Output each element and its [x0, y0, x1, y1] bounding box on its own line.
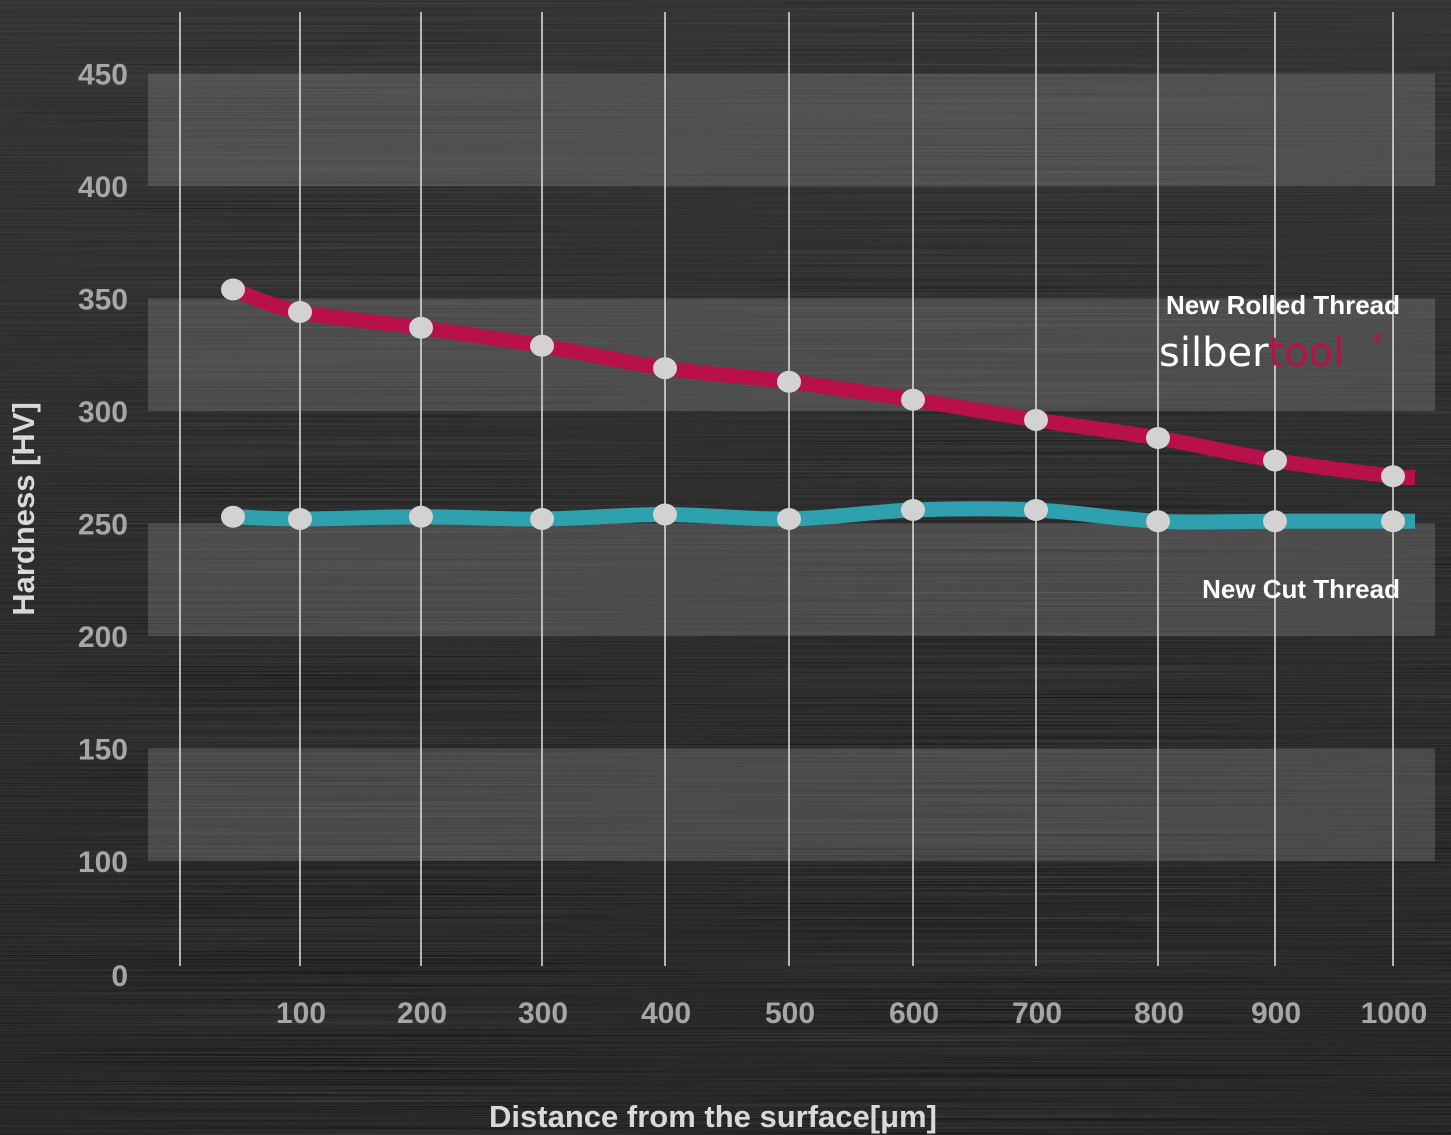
series-label-cut: New Cut Thread [1202, 574, 1400, 604]
x-tick-label: 300 [518, 997, 568, 1030]
y-tick-label: 400 [78, 171, 128, 204]
logo-text-silber: silber [1159, 330, 1269, 376]
data-point-marker [530, 508, 554, 530]
background-band [148, 748, 1435, 861]
background-band [148, 73, 1435, 186]
y-axis-title: Hardness [HV] [6, 402, 41, 616]
data-point-marker [1024, 499, 1048, 521]
y-tick-label: 350 [78, 284, 128, 317]
logo-registered-mark: ® [1372, 332, 1384, 346]
data-point-marker [1263, 449, 1287, 472]
vertical-gridlines [179, 12, 1394, 966]
data-point-marker [653, 357, 677, 380]
y-tick-label: 250 [78, 509, 128, 542]
data-point-marker [409, 505, 433, 528]
x-tick-label: 600 [889, 997, 939, 1030]
x-tick-label: 400 [641, 997, 691, 1030]
data-point-marker [1381, 465, 1405, 488]
y-tick-label: 300 [78, 396, 128, 429]
x-axis-title: Distance from the surface[μm] [489, 1099, 937, 1134]
y-tick-label: 200 [78, 621, 128, 654]
x-tick-label: 200 [397, 997, 447, 1030]
svg-text:silbertool: silbertool [1159, 330, 1344, 376]
x-tick-label: 500 [765, 997, 815, 1030]
x-tick-label: 100 [276, 997, 326, 1030]
x-tick-label: 700 [1012, 997, 1062, 1030]
y-axis-ticks: 0 100 150 200 250 300 350 400 450 [78, 59, 128, 994]
data-point-marker [1263, 510, 1287, 533]
x-tick-label: 900 [1251, 997, 1301, 1030]
data-point-marker [901, 388, 925, 411]
data-point-marker [777, 370, 801, 393]
y-tick-label: 100 [78, 846, 128, 879]
series-markers [221, 278, 1405, 533]
background-bands [148, 73, 1435, 861]
y-tick-label: 0 [111, 960, 128, 993]
y-tick-label: 150 [78, 734, 128, 767]
data-point-marker [777, 508, 801, 530]
series-label-rolled: New Rolled Thread [1166, 290, 1400, 320]
data-point-marker [221, 278, 245, 301]
data-point-marker [288, 301, 312, 323]
x-tick-label: 1000 [1361, 997, 1428, 1030]
data-point-marker [1146, 510, 1170, 533]
x-axis-ticks: 100 200 300 400 500 600 700 800 900 1000 [276, 997, 1427, 1030]
data-point-marker [409, 316, 433, 339]
x-tick-label: 800 [1134, 997, 1184, 1030]
logo-text-tool: tool [1269, 330, 1345, 376]
y-tick-label: 450 [78, 59, 128, 92]
data-point-marker [901, 499, 925, 521]
background-band [148, 523, 1435, 636]
data-point-marker [653, 503, 677, 526]
data-point-marker [221, 505, 245, 528]
silbertool-logo: silbertool ® [1159, 330, 1384, 376]
data-point-marker [1146, 427, 1170, 449]
data-point-marker [530, 334, 554, 357]
data-point-marker [1381, 510, 1405, 533]
data-point-marker [1024, 409, 1048, 431]
data-point-marker [288, 508, 312, 530]
